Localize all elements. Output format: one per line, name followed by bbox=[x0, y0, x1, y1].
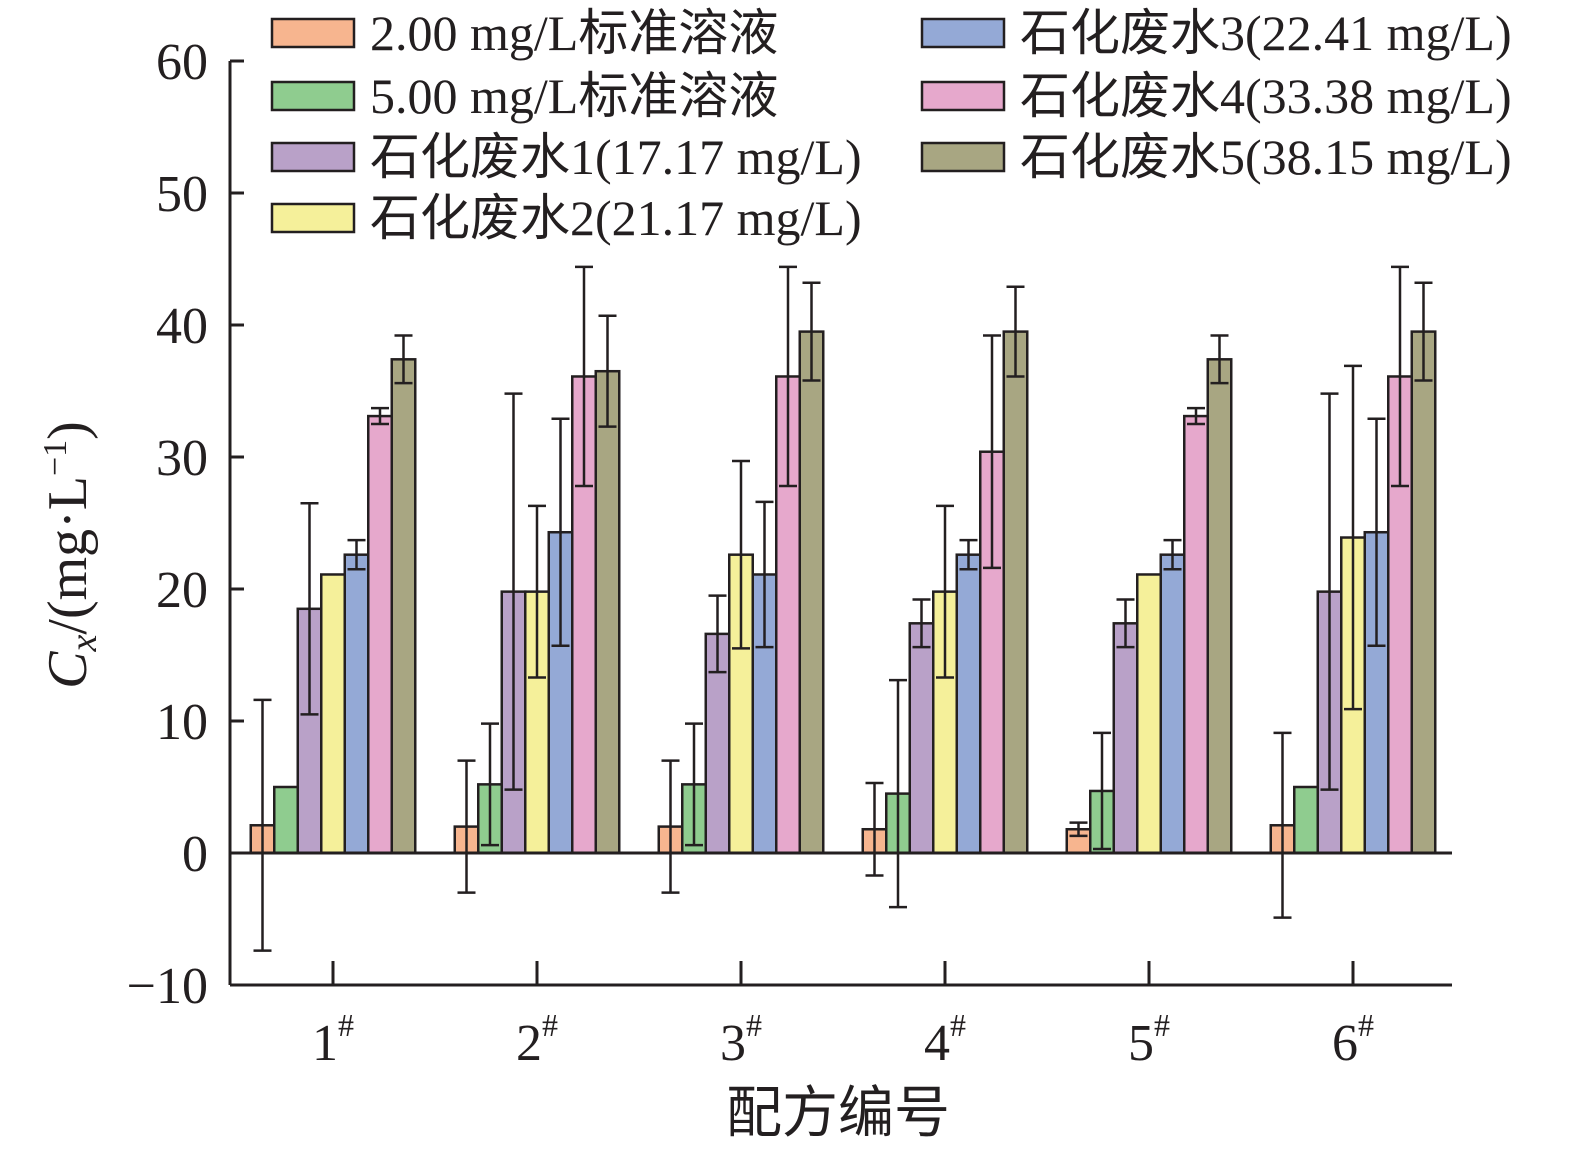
legend-swatch bbox=[920, 17, 1006, 49]
x-tick-label-superscript: # bbox=[950, 1007, 966, 1043]
bar bbox=[908, 622, 935, 855]
bar bbox=[320, 573, 346, 855]
bar bbox=[1136, 573, 1162, 855]
y-tick-label: 50 bbox=[156, 166, 208, 223]
legend-swatch bbox=[270, 202, 356, 234]
error-bars-layer bbox=[253, 265, 1433, 952]
x-tick-label: 4# bbox=[924, 1007, 966, 1072]
bar bbox=[390, 358, 417, 855]
legend-label: 石化废水3(22.41 mg/L) bbox=[1020, 5, 1512, 61]
y-axis-title-subscript: x bbox=[63, 634, 105, 652]
legend-swatch bbox=[920, 141, 1006, 173]
legend-swatch bbox=[270, 141, 356, 173]
y-axis-title-exponent: −1 bbox=[37, 440, 74, 476]
x-tick-label: 6# bbox=[1332, 1007, 1374, 1072]
y-tick-label: 60 bbox=[156, 34, 208, 91]
bar bbox=[1112, 622, 1139, 855]
bar bbox=[1293, 785, 1319, 855]
bar bbox=[594, 369, 621, 855]
x-tick-label: 1# bbox=[312, 1007, 354, 1072]
bar bbox=[1206, 358, 1233, 855]
legend-swatch bbox=[920, 80, 1006, 112]
x-tick-label-number: 3 bbox=[720, 1015, 746, 1072]
x-tick-label: 3# bbox=[720, 1007, 762, 1072]
legend-label: 石化废水2(21.17 mg/L) bbox=[370, 190, 862, 246]
x-tick-label-number: 1 bbox=[312, 1015, 338, 1072]
y-tick-label: −10 bbox=[127, 958, 208, 1015]
bar bbox=[1410, 330, 1437, 855]
y-tick-label: 20 bbox=[156, 562, 208, 619]
bars-layer bbox=[249, 330, 1437, 855]
y-tick-label: 40 bbox=[156, 298, 208, 355]
bar bbox=[1002, 330, 1029, 855]
x-tick-label-number: 4 bbox=[924, 1015, 950, 1072]
x-tick-label-number: 2 bbox=[516, 1015, 542, 1072]
y-axis-title-variable: C bbox=[37, 651, 99, 689]
x-tick-label-number: 6 bbox=[1332, 1015, 1358, 1072]
legend-label: 石化废水5(38.15 mg/L) bbox=[1020, 129, 1512, 185]
legend-swatch bbox=[270, 17, 356, 49]
y-axis-title-unit: /(mg·L bbox=[37, 476, 99, 635]
x-tick-label: 5# bbox=[1128, 1007, 1170, 1072]
x-tick-label-superscript: # bbox=[746, 1007, 762, 1043]
y-tick-label: 30 bbox=[156, 430, 208, 487]
legend-label: 石化废水4(33.38 mg/L) bbox=[1020, 68, 1512, 124]
x-tick-label: 2# bbox=[516, 1007, 558, 1072]
bar bbox=[273, 785, 299, 855]
bar bbox=[1183, 414, 1209, 855]
legend-label: 2.00 mg/L标准溶液 bbox=[370, 5, 778, 61]
legend-label: 石化废水1(17.17 mg/L) bbox=[370, 129, 862, 185]
legend-label: 5.00 mg/L标准溶液 bbox=[370, 68, 778, 124]
y-tick-label: 10 bbox=[156, 694, 208, 751]
x-tick-label-superscript: # bbox=[1154, 1007, 1170, 1043]
x-tick-label-superscript: # bbox=[338, 1007, 354, 1043]
bar bbox=[955, 553, 982, 855]
bar bbox=[367, 414, 393, 855]
x-tick-label-superscript: # bbox=[1358, 1007, 1374, 1043]
x-tick-label-number: 5 bbox=[1128, 1015, 1154, 1072]
legend-swatch bbox=[270, 80, 356, 112]
y-axis-title-close: ) bbox=[37, 421, 99, 440]
bar bbox=[1159, 553, 1186, 855]
y-tick-label: 0 bbox=[182, 826, 208, 883]
bar bbox=[798, 330, 825, 855]
bar bbox=[343, 553, 370, 855]
x-tick-label-superscript: # bbox=[542, 1007, 558, 1043]
y-axis-title: Cx/(mg·L−1) bbox=[37, 421, 105, 689]
x-axis-title: 配方编号 bbox=[726, 1083, 950, 1145]
